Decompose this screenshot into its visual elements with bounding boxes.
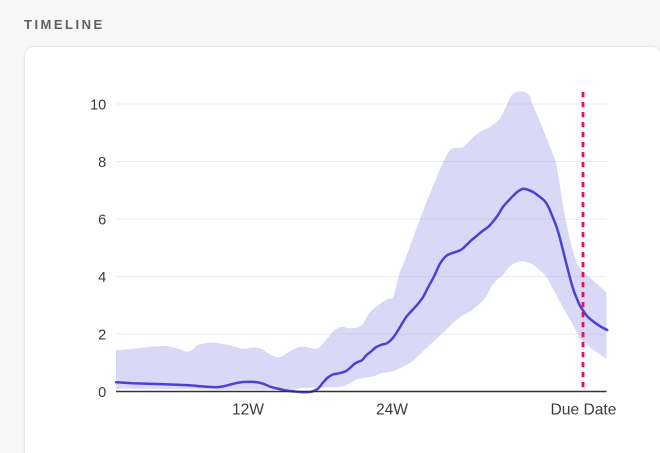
svg-text:Due Date: Due Date xyxy=(551,402,617,419)
svg-text:6: 6 xyxy=(98,212,106,228)
svg-text:10: 10 xyxy=(90,97,106,113)
svg-text:0: 0 xyxy=(98,385,106,401)
svg-text:12W: 12W xyxy=(232,402,264,419)
svg-text:24W: 24W xyxy=(376,402,408,419)
svg-text:8: 8 xyxy=(98,155,106,171)
svg-text:2: 2 xyxy=(98,327,106,343)
svg-text:4: 4 xyxy=(98,270,106,286)
